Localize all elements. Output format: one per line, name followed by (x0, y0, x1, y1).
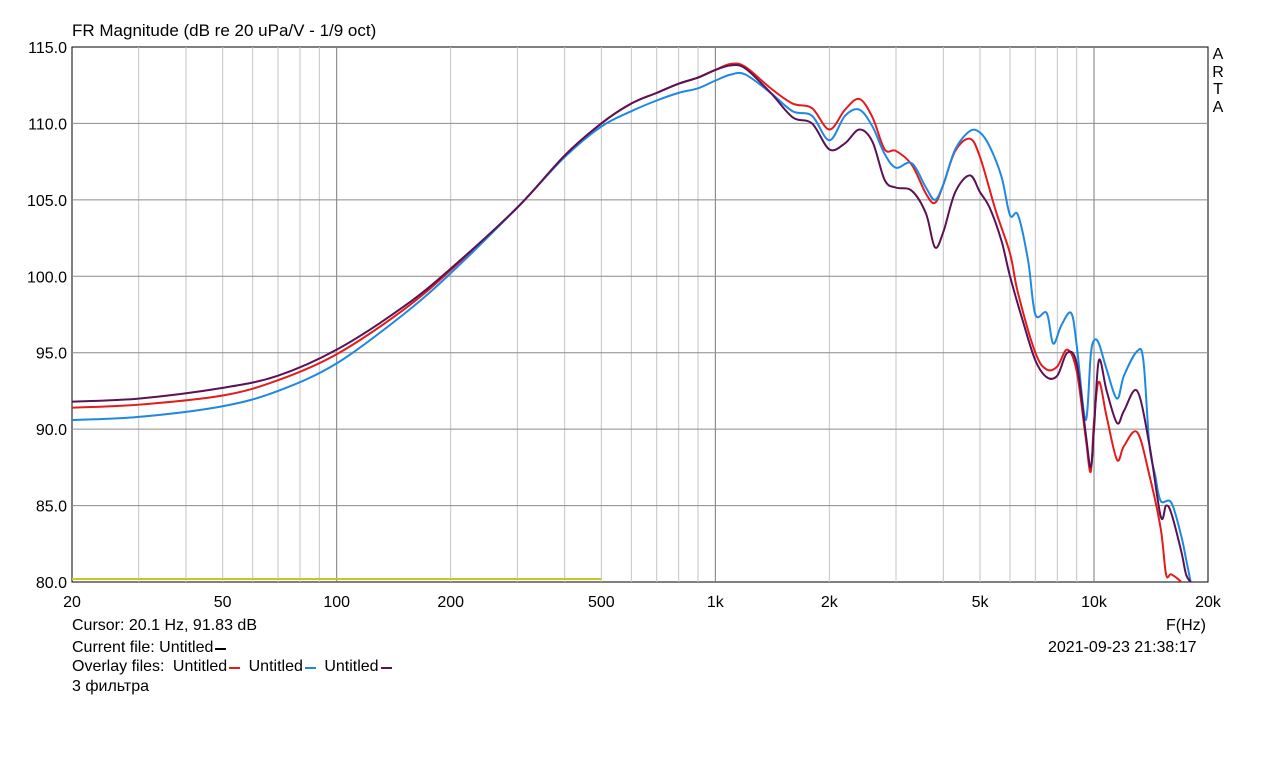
current-file-label: Current file: Untitled (72, 639, 214, 656)
overlay-name: Untitled (324, 658, 379, 675)
series-line-2 (72, 71, 1192, 582)
overlay-item: Untitled (324, 658, 392, 675)
x-tick-label: 1k (707, 594, 725, 611)
x-tick-label: 10k (1081, 594, 1108, 611)
overlay-name: Untitled (248, 658, 303, 675)
x-tick-labels: 20 50 100 200 500 1k 2k 5k 10k 20k (63, 594, 1222, 611)
overlay-swatch (304, 667, 316, 670)
series-line-3 (72, 63, 1192, 582)
plot-area (71, 46, 1209, 583)
chart-title: FR Magnitude (dB re 20 uPa/V - 1/9 oct) (72, 21, 377, 40)
x-tick-label: 200 (437, 594, 464, 611)
brand-letter: A (1212, 46, 1224, 63)
y-tick-label: 85.0 (36, 499, 67, 516)
x-tick-label: 100 (323, 594, 350, 611)
y-tick-label: 110.0 (28, 116, 67, 133)
x-tick-label: 50 (214, 594, 232, 611)
cursor-readout: Cursor: 20.1 Hz, 91.83 dB (72, 617, 257, 634)
overlay-name: Untitled (172, 658, 228, 675)
overlay-swatch (380, 667, 392, 670)
y-tick-label: 80.0 (36, 575, 67, 592)
overlay-item: Untitled (249, 658, 316, 675)
x-tick-label: 2k (821, 594, 839, 611)
current-file-swatch (215, 648, 227, 651)
x-tick-label: 20k (1195, 594, 1222, 611)
brand-letter: T (1213, 81, 1223, 98)
series-lines (72, 62, 1192, 582)
y-tick-label: 100.0 (27, 269, 67, 286)
y-tick-label: 115.0 (28, 40, 67, 57)
x-tick-label: 5k (972, 594, 990, 611)
brand-letter: A (1212, 98, 1224, 116)
note-text: 3 фильтра (72, 678, 149, 695)
overlay-item: Untitled (172, 658, 241, 675)
freq-unit-label: F(Hz) (1166, 617, 1206, 634)
y-tick-label: 105.0 (27, 193, 67, 210)
datetime: 2021-09-23 21:38:17 (1048, 639, 1197, 656)
overlay-files: Overlay files: Untitled Untitled Untitle… (72, 658, 392, 676)
grid (72, 47, 1208, 582)
x-tick-label: 500 (588, 594, 615, 611)
y-tick-labels: 80.0 85.0 90.0 95.0 100.0 105.0 110.0 115.0 (27, 40, 67, 592)
brand-label: A R T A (1211, 46, 1225, 116)
overlay-files-label: Overlay files: (72, 658, 165, 675)
y-tick-label: 90.0 (36, 422, 67, 439)
overlay-swatch (229, 667, 241, 670)
brand-letter: R (1212, 63, 1224, 81)
y-tick-label: 95.0 (36, 346, 67, 363)
x-tick-label: 20 (63, 594, 81, 611)
current-file: Current file: Untitled (72, 639, 227, 657)
